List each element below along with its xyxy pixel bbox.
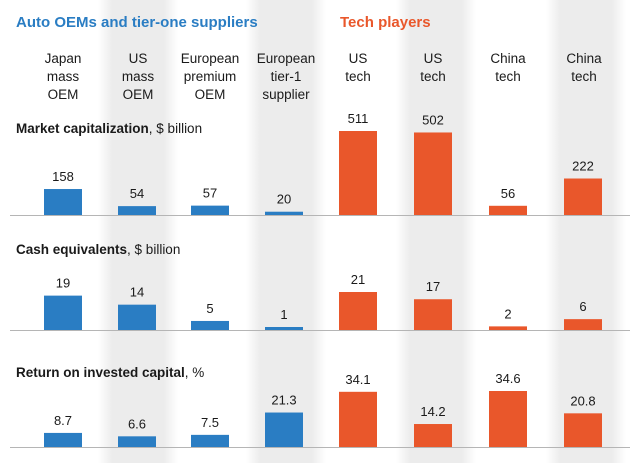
data-label-market-cap: 158 xyxy=(52,169,74,184)
data-label-cash: 2 xyxy=(504,306,511,321)
data-label-cash: 1 xyxy=(280,307,287,322)
data-label-market-cap: 54 xyxy=(130,186,144,201)
panel-title-cash: Cash equivalents, $ billion xyxy=(16,242,180,257)
data-label-roic: 20.8 xyxy=(570,393,595,408)
bar-market-cap xyxy=(44,189,82,215)
panel-title-roic: Return on invested capital, % xyxy=(16,365,204,380)
bar-market-cap xyxy=(191,205,229,215)
panel-unit: , $ billion xyxy=(127,242,181,257)
data-label-roic: 34.1 xyxy=(345,372,370,387)
group-heading-auto: Auto OEMs and tier-one suppliers xyxy=(16,14,258,31)
bar-roic xyxy=(44,432,82,447)
column-header: China tech xyxy=(490,51,526,84)
data-label-market-cap: 511 xyxy=(348,111,369,126)
bar-cash xyxy=(564,319,602,330)
data-label-market-cap: 57 xyxy=(203,186,217,201)
bar-roic xyxy=(339,391,377,447)
bar-cash xyxy=(265,327,303,330)
data-label-roic: 34.6 xyxy=(495,371,520,386)
data-label-roic: 6.6 xyxy=(128,416,146,431)
data-label-cash: 14 xyxy=(130,285,144,300)
column-header: US tech xyxy=(420,51,446,84)
data-label-market-cap: 56 xyxy=(501,186,515,201)
data-label-roic: 7.5 xyxy=(201,415,219,430)
data-label-cash: 5 xyxy=(206,301,213,316)
shade-band-china-tech xyxy=(546,0,626,463)
bar-market-cap xyxy=(564,178,602,215)
data-label-market-cap: 20 xyxy=(277,192,291,207)
data-label-roic: 21.3 xyxy=(271,393,296,408)
data-label-cash: 6 xyxy=(579,299,586,314)
column-header: China tech xyxy=(566,51,602,84)
bar-roic xyxy=(564,413,602,447)
shade-band-us-mass-oem xyxy=(98,0,178,463)
shade-band-european-tier1 xyxy=(246,0,326,463)
panel-title-market-cap: Market capitalization, $ billion xyxy=(16,121,202,136)
bar-cash xyxy=(339,292,377,330)
bar-roic xyxy=(489,391,527,447)
data-label-market-cap: 222 xyxy=(572,159,594,174)
bar-market-cap xyxy=(414,132,452,215)
bar-roic xyxy=(265,412,303,447)
panel-unit: , $ billion xyxy=(148,121,203,136)
column-header: US mass OEM xyxy=(121,51,155,102)
bar-market-cap xyxy=(118,206,156,215)
column-header: Japan mass OEM xyxy=(44,51,82,102)
bar-roic xyxy=(191,434,229,447)
data-label-roic: 14.2 xyxy=(420,404,445,419)
bar-cash xyxy=(118,304,156,330)
data-label-cash: 21 xyxy=(351,272,365,287)
data-label-cash: 19 xyxy=(56,276,70,291)
data-label-cash: 17 xyxy=(426,279,440,294)
panel-unit: , % xyxy=(184,365,205,380)
panel-title-text: Market capitalization xyxy=(16,121,149,136)
bar-market-cap xyxy=(265,211,303,215)
bar-market-cap xyxy=(339,131,377,215)
data-label-roic: 8.7 xyxy=(54,413,72,428)
bar-cash xyxy=(489,326,527,330)
column-header: US tech xyxy=(345,51,371,84)
bar-roic xyxy=(118,436,156,447)
panel-title-text: Return on invested capital xyxy=(16,365,185,380)
bar-cash xyxy=(191,320,229,330)
group-heading-tech: Tech players xyxy=(340,14,431,31)
bar-roic xyxy=(414,424,452,447)
bar-cash xyxy=(414,299,452,330)
panel-title-text: Cash equivalents xyxy=(16,242,128,257)
column-header: European premium OEM xyxy=(180,51,240,102)
column-header: European tier-1 supplier xyxy=(256,51,316,102)
bar-market-cap xyxy=(489,205,527,215)
data-label-market-cap: 502 xyxy=(422,112,444,127)
bar-cash xyxy=(44,295,82,330)
shade-band-us-tech xyxy=(396,0,476,463)
